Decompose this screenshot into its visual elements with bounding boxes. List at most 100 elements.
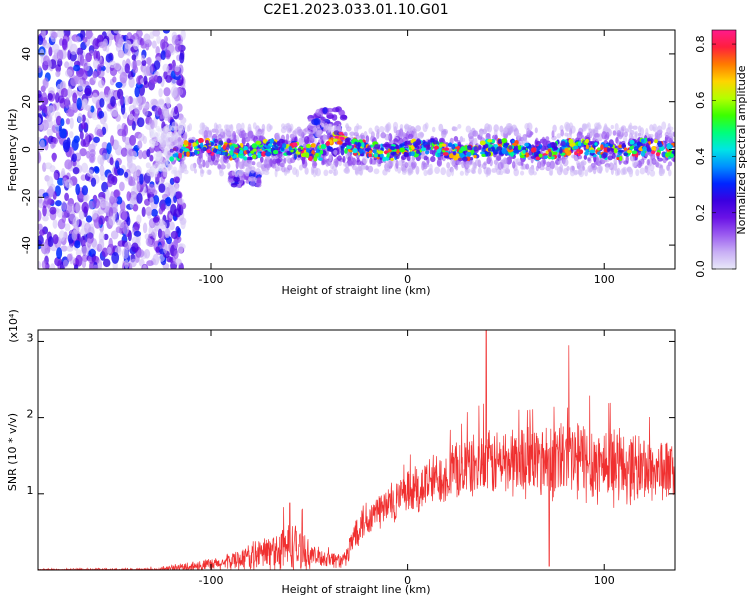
- heatmap-cell: [443, 155, 450, 159]
- heatmap-cell: [168, 162, 172, 169]
- heatmap-cell: [162, 131, 167, 138]
- heatmap-cell: [219, 164, 226, 170]
- heatmap-cell: [272, 158, 277, 165]
- heatmap-cell: [136, 192, 143, 204]
- heatmap-cell: [108, 207, 114, 218]
- heatmap-cell: [81, 259, 87, 269]
- heatmap-cell: [631, 150, 638, 155]
- heatmap-cell: [158, 218, 165, 227]
- heatmap-cell: [665, 152, 671, 157]
- heatmap-cell: [402, 132, 406, 138]
- heatmap-cell: [64, 192, 70, 202]
- heatmap-cell: [56, 208, 63, 218]
- heatmap-cell: [158, 88, 163, 98]
- heatmap-cell: [165, 96, 170, 105]
- heatmap-cell: [226, 162, 231, 170]
- heatmap-cell: [75, 183, 81, 196]
- heatmap-cell: [404, 142, 409, 146]
- heatmap-cell: [327, 146, 333, 150]
- heatmap-cell: [81, 245, 89, 256]
- heatmap-cell: [55, 200, 62, 207]
- heatmap-cell: [250, 150, 255, 154]
- heatmap-cell: [169, 256, 174, 264]
- heatmap-cell: [584, 138, 590, 144]
- heatmap-cell: [75, 248, 82, 257]
- heatmap-cell: [466, 145, 472, 149]
- heatmap-cell: [504, 163, 510, 169]
- heatmap-cell: [668, 138, 673, 144]
- heatmap-cell: [73, 264, 79, 269]
- heatmap-cell: [399, 143, 405, 147]
- heatmap-cell: [425, 150, 430, 155]
- heatmap-cell: [160, 38, 166, 50]
- heatmap-cell: [163, 70, 168, 80]
- heatmap-cell: [553, 142, 557, 148]
- heatmap-cell: [126, 216, 131, 227]
- heatmap-cell: [626, 149, 633, 154]
- heatmap-cell: [105, 53, 113, 63]
- heatmap-cell: [86, 169, 94, 177]
- heatmap-cell: [179, 52, 185, 64]
- heatmap-cell: [546, 161, 551, 167]
- heatmap-cell: [72, 216, 80, 228]
- heatmap-cell: [297, 129, 302, 137]
- heatmap-cell: [184, 148, 190, 153]
- heatmap-cell: [180, 117, 187, 124]
- heatmap-cell: [66, 253, 73, 262]
- heatmap-cell: [545, 136, 550, 141]
- heatmap-cell: [621, 144, 626, 148]
- heatmap-cell: [548, 170, 553, 176]
- heatmap-cell: [325, 107, 334, 113]
- heatmap-cell: [285, 155, 291, 162]
- heatmap-cell: [368, 150, 373, 154]
- heatmap-cell: [587, 165, 593, 173]
- heatmap-cell: [315, 126, 322, 136]
- heatmap-cell: [367, 145, 372, 151]
- heatmap-cell: [119, 71, 128, 84]
- heatmap-cell: [75, 254, 83, 267]
- spectrogram-y-axis-label: Frequency (Hz): [6, 109, 19, 192]
- heatmap-cell: [38, 223, 43, 231]
- heatmap-cell: [646, 159, 650, 166]
- heatmap-cell: [392, 151, 397, 156]
- heatmap-cell: [595, 137, 600, 142]
- heatmap-cell: [370, 131, 375, 139]
- heatmap-cell: [150, 98, 158, 106]
- heatmap-cell: [114, 160, 120, 169]
- heatmap-cell: [82, 36, 88, 43]
- heatmap-cell: [98, 110, 105, 119]
- heatmap-cell: [173, 238, 179, 249]
- y-tick-label: 20: [20, 95, 33, 109]
- heatmap-cell: [542, 153, 548, 157]
- heatmap-cell: [502, 143, 509, 149]
- heatmap-cell: [252, 154, 257, 160]
- heatmap-cell: [135, 95, 143, 105]
- heatmap-cell: [373, 168, 380, 175]
- heatmap-cell: [86, 237, 92, 248]
- heatmap-cell: [211, 128, 217, 133]
- heatmap-cell: [547, 148, 552, 153]
- heatmap-cell: [633, 146, 640, 152]
- heatmap-cell: [255, 140, 262, 145]
- heatmap-cell: [175, 191, 183, 200]
- heatmap-cell: [123, 124, 129, 137]
- heatmap-cell: [431, 126, 436, 133]
- heatmap-cell: [378, 126, 385, 133]
- heatmap-cell: [443, 147, 450, 152]
- heatmap-cell: [636, 141, 641, 146]
- heatmap-cell: [170, 230, 179, 240]
- heatmap-cell: [76, 97, 82, 110]
- heatmap-cell: [42, 215, 49, 222]
- heatmap-cell: [157, 128, 162, 133]
- heatmap-cell: [153, 60, 161, 70]
- heatmap-cell: [74, 240, 81, 249]
- heatmap-cell: [75, 201, 82, 214]
- heatmap-cell: [157, 107, 162, 116]
- heatmap-cell: [369, 157, 373, 165]
- heatmap-cell: [110, 191, 115, 203]
- heatmap-cell: [142, 150, 148, 160]
- heatmap-cell: [256, 161, 263, 168]
- heatmap-cell: [217, 144, 221, 150]
- heatmap-cell: [437, 151, 441, 158]
- heatmap-cell: [347, 160, 353, 167]
